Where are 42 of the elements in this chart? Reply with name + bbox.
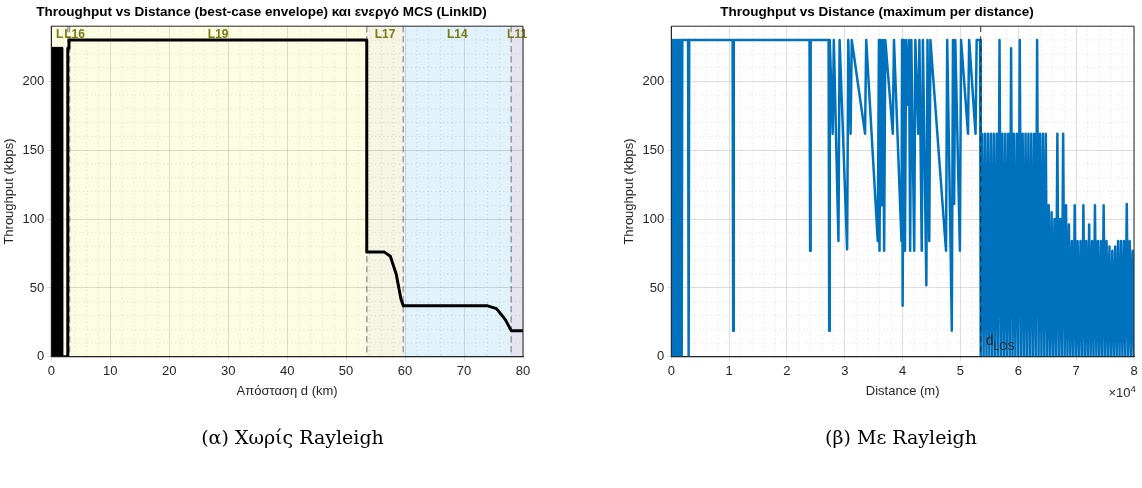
x-tick-label: 8 — [1130, 363, 1138, 379]
y-tick-label: 50 — [649, 279, 665, 295]
y-tick-label: 50 — [29, 279, 45, 295]
x-tick-label: 3 — [841, 363, 849, 379]
y-tick-label: 150 — [22, 141, 45, 157]
y-tick-label: 0 — [657, 348, 665, 364]
x-tick-label: 60 — [397, 363, 413, 379]
x-tick-label: 50 — [338, 363, 354, 379]
text: (α) Χωρίς Rayleigh — [200, 426, 385, 448]
y-axis-title: Throughput (kbps) — [621, 138, 637, 245]
x-tick-label: 6 — [1014, 363, 1022, 379]
chart-title: Throughput vs Distance (maximum per distance) — [720, 3, 1034, 19]
x-tick-label: 70 — [456, 363, 472, 379]
y-tick-label: 200 — [22, 72, 45, 88]
x-tick-label: 30 — [220, 363, 236, 379]
band-label: L — [55, 26, 64, 41]
x-tick-label: 0 — [47, 363, 55, 379]
x-tick-label: 5 — [956, 363, 965, 379]
x-tick-label: 40 — [279, 363, 295, 379]
band-label: L14 — [446, 26, 468, 41]
band-label: L19 — [207, 26, 229, 41]
x-axis-title: Distance (m) — [865, 382, 940, 398]
band-label: L16 — [64, 26, 86, 41]
y-tick-label: 100 — [22, 210, 45, 226]
band-label: L11 — [507, 26, 528, 41]
x-tick-label: 7 — [1072, 363, 1080, 379]
y-tick-label: 0 — [37, 348, 45, 364]
x-tick-label: 20 — [161, 363, 177, 379]
band-label: L17 — [374, 26, 396, 41]
y-axis-title: Throughput (kbps) — [1, 138, 17, 245]
x-tick-label: 80 — [515, 363, 531, 379]
chart-title: Throughput vs Distance (best-case envelope) και ενεργό MCS (LinkID) — [36, 3, 487, 19]
y-tick-label: 100 — [642, 210, 665, 226]
text: (β) Με Rayleigh — [824, 426, 978, 448]
x-tick-label: 1 — [725, 363, 733, 379]
x-tick-label: 0 — [667, 363, 675, 379]
y-tick-label: 200 — [642, 72, 665, 88]
x-tick-label: 4 — [899, 363, 907, 379]
x-axis-title: Απόσταση d (km) — [236, 382, 338, 398]
x-tick-label: 2 — [783, 363, 791, 379]
x-tick-label: 10 — [103, 363, 118, 379]
y-tick-label: 150 — [642, 141, 665, 157]
